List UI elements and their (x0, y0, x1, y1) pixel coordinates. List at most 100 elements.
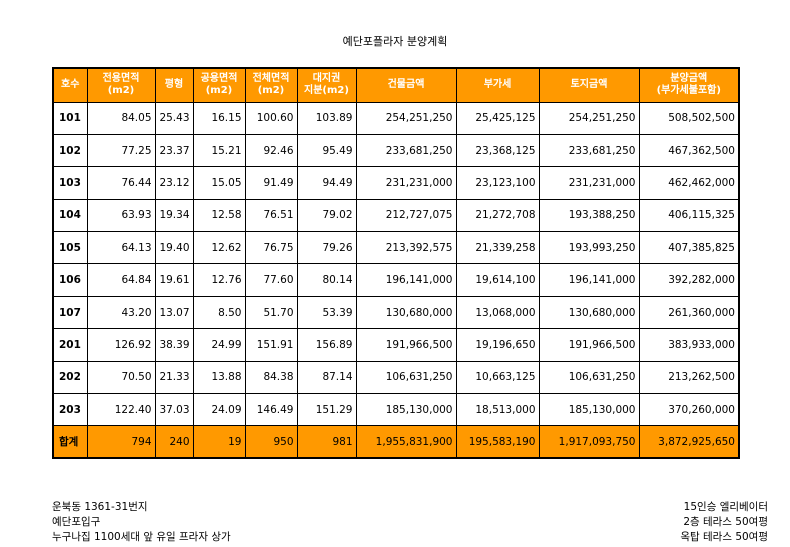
table-cell: 19,614,100 (455, 263, 540, 297)
unit-number-cell: 106 (52, 263, 88, 297)
column-header: 부가세 (455, 67, 540, 103)
table-cell: 79.26 (296, 231, 357, 265)
table-cell: 19.34 (154, 198, 194, 233)
table-cell: 95.49 (296, 133, 357, 168)
table-cell: 87.14 (296, 360, 357, 395)
table-cell: 64.84 (86, 263, 156, 297)
table-cell: 191,966,500 (355, 328, 457, 362)
table-cell: 106,631,250 (355, 360, 457, 395)
unit-number-cell: 107 (52, 295, 88, 330)
table-cell: 185,130,000 (538, 393, 640, 427)
column-header: 분양금액 (부가세불포함) (638, 67, 740, 103)
table-cell: 94.49 (296, 166, 357, 200)
unit-number-cell: 104 (52, 198, 88, 233)
table-cell: 254,251,250 (538, 101, 640, 135)
table-row: 107 43.20 13.07 8.50 51.70 53.39 130,680,000 13… (52, 295, 740, 330)
table-cell: 191,966,500 (538, 328, 640, 362)
table-cell: 76.75 (244, 231, 298, 265)
column-header-sublabel: 지분(m2) (304, 85, 349, 97)
table-cell: 467,362,500 (638, 133, 740, 168)
table-cell: 25.43 (154, 101, 194, 135)
table-cell: 370,260,000 (638, 393, 740, 427)
table-cell: 53.39 (296, 295, 357, 330)
footer-right-line: 2층 테라스 50여평 (683, 516, 768, 528)
column-header: 대지권 지분(m2) (296, 67, 357, 103)
table-cell: 23.37 (154, 133, 194, 168)
table-cell: 100.60 (244, 101, 298, 135)
total-cell: 950 (244, 425, 298, 459)
table-cell: 10,663,125 (455, 360, 540, 395)
total-cell: 19 (192, 425, 246, 459)
column-header-label: 평형 (164, 79, 184, 91)
table-cell: 156.89 (296, 328, 357, 362)
total-cell: 1,955,831,900 (355, 425, 457, 459)
table-cell: 18,513,000 (455, 393, 540, 427)
total-cell: 981 (296, 425, 357, 459)
column-header-sublabel: (m2) (257, 85, 285, 97)
table-cell: 76.44 (86, 166, 156, 200)
table-cell: 12.76 (192, 263, 246, 297)
table-cell: 233,681,250 (355, 133, 457, 168)
document-title: 예단포플라자 분양계획 (342, 35, 448, 48)
table-cell: 231,231,000 (355, 166, 457, 200)
table-row: 203 122.40 37.03 24.09 146.49 151.29 185,130,0… (52, 393, 740, 427)
unit-number-cell: 102 (52, 133, 88, 168)
table-cell: 51.70 (244, 295, 298, 330)
column-header-label: 전체면적 (252, 73, 290, 85)
table-row: 106 64.84 19.61 12.76 77.60 80.14 196,141,000 1… (52, 263, 740, 297)
table-cell: 70.50 (86, 360, 156, 395)
table-cell: 23.12 (154, 166, 194, 200)
column-header: 토지금액 (538, 67, 640, 103)
table-cell: 25,425,125 (455, 101, 540, 135)
total-cell: 1,917,093,750 (538, 425, 640, 459)
table-cell: 193,993,250 (538, 231, 640, 265)
column-header-label: 전용면적 (102, 73, 140, 85)
table-cell: 261,360,000 (638, 295, 740, 330)
unit-number-cell: 105 (52, 231, 88, 265)
unit-number-cell: 103 (52, 166, 88, 200)
table-cell: 233,681,250 (538, 133, 640, 168)
table-cell: 196,141,000 (538, 263, 640, 297)
table-cell: 392,282,000 (638, 263, 740, 297)
table-cell: 77.60 (244, 263, 298, 297)
total-label-cell: 합계 (52, 425, 88, 459)
unit-number-cell: 202 (52, 360, 88, 395)
table-cell: 185,130,000 (355, 393, 457, 427)
table-cell: 146.49 (244, 393, 298, 427)
table-cell: 193,388,250 (538, 198, 640, 233)
table-cell: 43.20 (86, 295, 156, 330)
table-cell: 15.05 (192, 166, 246, 200)
total-cell: 240 (154, 425, 194, 459)
unit-number-cell: 101 (52, 101, 88, 135)
unit-number-cell: 201 (52, 328, 88, 362)
column-header: 전용면적 (m2) (86, 67, 156, 103)
column-header: 호수 (52, 67, 88, 103)
table-cell: 13.07 (154, 295, 194, 330)
table-cell: 37.03 (154, 393, 194, 427)
table-cell: 92.46 (244, 133, 298, 168)
column-header: 건물금액 (355, 67, 457, 103)
column-header: 공용면적 (m2) (192, 67, 246, 103)
table-cell: 130,680,000 (538, 295, 640, 330)
column-header-label: 대지권 (312, 73, 341, 85)
column-header: 전체면적 (m2) (244, 67, 298, 103)
table-cell: 80.14 (296, 263, 357, 297)
column-header-sublabel: (부가세불포함) (656, 85, 721, 97)
total-row: 합계 794 240 19 950 981 1,955,831,900 195,583,190… (52, 425, 740, 459)
table-cell: 151.91 (244, 328, 298, 362)
footer-right-line: 15인승 엘리베이터 (683, 501, 768, 513)
total-cell: 195,583,190 (455, 425, 540, 459)
table-cell: 79.02 (296, 198, 357, 233)
table-cell: 21,272,708 (455, 198, 540, 233)
table-cell: 406,115,325 (638, 198, 740, 233)
table-cell: 8.50 (192, 295, 246, 330)
table-cell: 77.25 (86, 133, 156, 168)
table-cell: 508,502,500 (638, 101, 740, 135)
table-cell: 12.58 (192, 198, 246, 233)
table-cell: 13,068,000 (455, 295, 540, 330)
footer-left-line: 운북동 1361-31번지 (52, 501, 148, 513)
table-cell: 19,196,650 (455, 328, 540, 362)
header-row: 호수 전용면적 (m2) 평형 공용면적 (m2) 전체면적 (m2) 대지권 지분(m2) 건물금… (52, 67, 740, 103)
table-row: 104 63.93 19.34 12.58 76.51 79.02 212,727,075 2… (52, 198, 740, 233)
column-header-sublabel: (m2) (205, 85, 233, 97)
